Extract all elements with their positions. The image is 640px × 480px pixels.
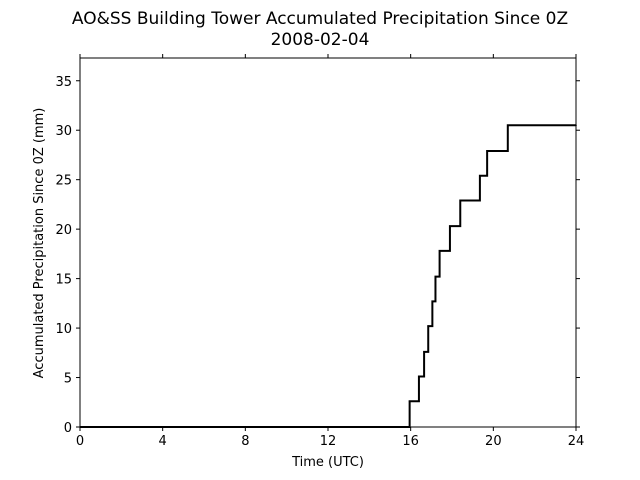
- x-tick-label: 12: [320, 434, 337, 449]
- y-axis-label: Accumulated Precipitation Since 0Z (mm): [32, 108, 47, 379]
- x-tick-label: 8: [241, 434, 249, 449]
- y-tick-label: 0: [64, 421, 72, 436]
- x-tick-label: 4: [159, 434, 167, 449]
- data-point: [479, 174, 481, 177]
- chart-title: AO&SS Building Tower Accumulated Precipi…: [72, 9, 568, 29]
- plot-area: 0 4 8 12 16 20 24 0 5 10 15 20 25 30 35: [55, 54, 584, 449]
- data-point: [427, 325, 430, 327]
- y-tick-label: 35: [55, 75, 72, 90]
- x-tick-label: 24: [568, 434, 585, 449]
- x-axis-label: Time (UTC): [291, 455, 364, 470]
- x-tick-label: 16: [402, 434, 419, 449]
- x-tick-label: 0: [76, 434, 84, 449]
- y-tick-label: 25: [55, 174, 72, 189]
- chart-subtitle: 2008-02-04: [271, 30, 370, 50]
- data-point: [486, 150, 488, 152]
- y-tick-label: 30: [55, 124, 72, 139]
- precipitation-series-line: [80, 124, 576, 428]
- data-point: [449, 225, 451, 227]
- data-point: [418, 375, 420, 378]
- data-point: [431, 300, 434, 303]
- y-tick-label: 5: [64, 372, 72, 387]
- data-point: [408, 400, 411, 403]
- data-point: [434, 275, 437, 278]
- data-point: [438, 250, 441, 252]
- y-tick-label: 15: [55, 273, 72, 288]
- data-point: [423, 351, 425, 353]
- y-tick-label: 10: [55, 322, 72, 337]
- y-tick-label: 20: [55, 223, 72, 238]
- x-tick-label: 20: [485, 434, 502, 449]
- data-point: [507, 124, 509, 127]
- data-point: [459, 199, 462, 202]
